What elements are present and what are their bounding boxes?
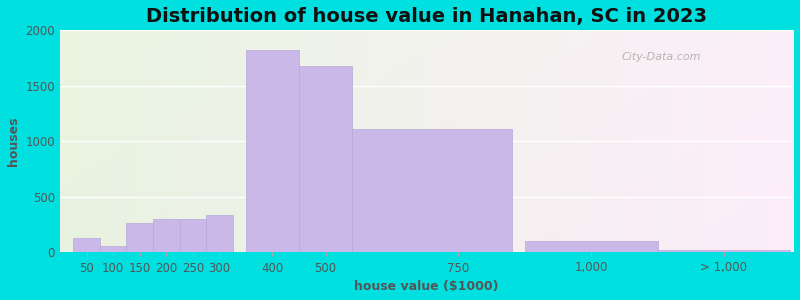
Bar: [179, 219, 206, 253]
Bar: [100, 246, 126, 253]
Bar: [352, 129, 511, 253]
Bar: [206, 215, 233, 253]
Bar: [74, 238, 100, 253]
Bar: [525, 242, 658, 253]
Bar: [658, 250, 790, 253]
Bar: [299, 66, 352, 253]
Y-axis label: houses: houses: [7, 117, 20, 166]
Text: City-Data.com: City-Data.com: [622, 52, 701, 62]
X-axis label: house value ($1000): house value ($1000): [354, 280, 498, 293]
Title: Distribution of house value in Hanahan, SC in 2023: Distribution of house value in Hanahan, …: [146, 7, 707, 26]
Bar: [246, 50, 299, 253]
Bar: [153, 219, 179, 253]
Bar: [126, 223, 153, 253]
